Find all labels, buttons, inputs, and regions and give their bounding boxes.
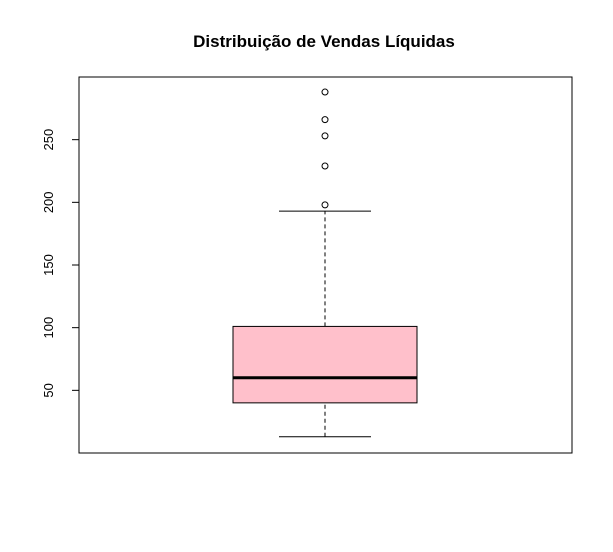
outlier-point [321,201,329,209]
outlier-points [321,88,329,209]
outlier-point [321,88,329,96]
boxplot [232,88,418,438]
y-axis: 50 100 150 200 250 [41,129,80,398]
y-tick-label: 200 [41,191,56,213]
chart-title: Distribuição de Vendas Líquidas [193,32,455,51]
y-tick-label: 150 [41,254,56,276]
y-tick-label: 100 [41,317,56,339]
interquartile-box [232,325,418,404]
outlier-point [321,132,329,140]
outlier-point [321,162,329,170]
y-tick-label: 50 [41,383,56,397]
y-tick-label: 250 [41,129,56,151]
outlier-point [321,116,329,124]
